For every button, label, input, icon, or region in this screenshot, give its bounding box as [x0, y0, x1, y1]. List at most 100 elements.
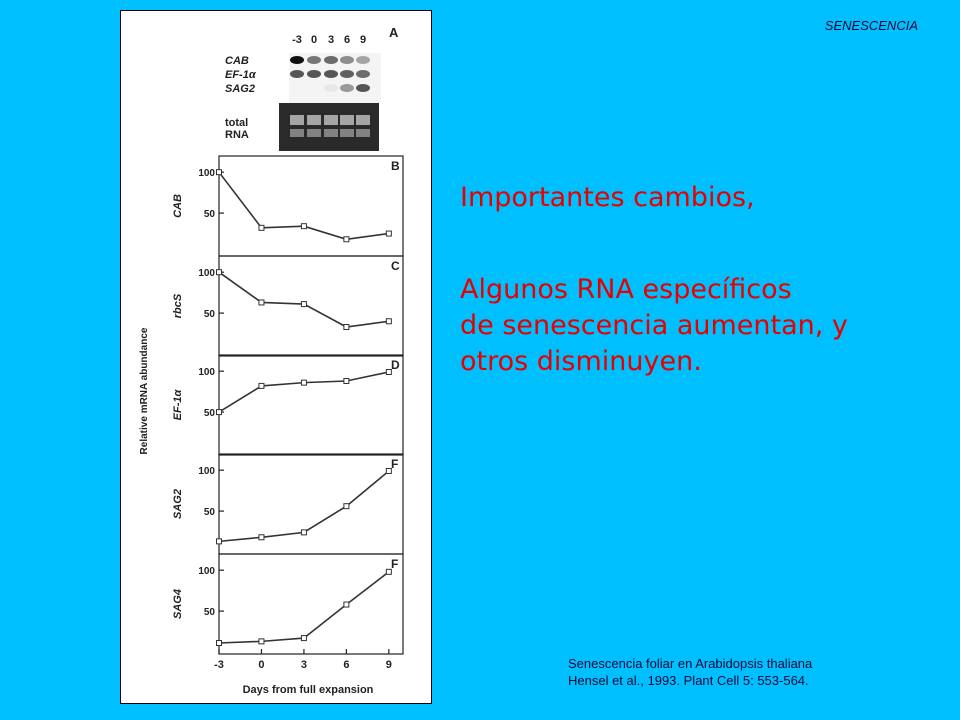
- rrna-band: [340, 129, 354, 137]
- chart-panel: 50 100 SAG2 F: [172, 453, 404, 555]
- blot-band: [356, 70, 370, 78]
- data-point: [300, 529, 307, 536]
- northern-blot: A -3 0 3 6 9 CAB EF-1α SAG2 total RNA: [225, 25, 399, 151]
- blot-band: [340, 56, 354, 64]
- rrna-band: [340, 115, 354, 125]
- data-point: [300, 379, 307, 386]
- blot-row-label: SAG2: [225, 83, 255, 95]
- panel-letter: C: [391, 259, 400, 273]
- chart-panel: 50 100 EF-1α D: [172, 354, 404, 456]
- data-point: [343, 236, 350, 243]
- blot-band: [307, 56, 321, 64]
- y-tick-label: 100: [198, 268, 215, 279]
- total-rna-label-1: total: [225, 117, 248, 129]
- series-line: [218, 271, 389, 328]
- blot-panel-letter: A: [389, 25, 399, 40]
- slide-title: Importantes cambios,: [460, 182, 755, 213]
- series-line: [218, 371, 390, 413]
- x-tick-label: 9: [386, 659, 392, 671]
- panel-y-label: rbcS: [172, 293, 184, 318]
- data-point: [258, 224, 265, 231]
- rrna-band: [356, 115, 370, 125]
- x-tick-label: -3: [214, 659, 224, 671]
- y-tick-label: 100: [198, 466, 215, 477]
- rrna-band: [290, 129, 304, 137]
- blot-band: [290, 70, 304, 78]
- rrna-band: [307, 115, 321, 125]
- data-point: [216, 640, 222, 646]
- y-tick-label: 100: [198, 168, 215, 179]
- citation-line-2: Hensel et al., 1993. Plant Cell 5: 553-5…: [568, 673, 809, 688]
- header-label: SENESCENCIA: [824, 18, 918, 33]
- data-point: [216, 269, 222, 276]
- data-point: [343, 324, 350, 330]
- y-tick-label: 100: [198, 367, 215, 378]
- total-rna-gel: [279, 103, 379, 151]
- series-line: [218, 171, 389, 241]
- blot-band: [340, 70, 354, 78]
- chart-frame: [218, 255, 404, 357]
- data-point: [343, 503, 350, 510]
- data-point: [216, 538, 222, 545]
- citation: Senescencia foliar en Arabidopsis thalia…: [568, 655, 812, 689]
- body-line-2: de senescencia aumentan, y: [460, 310, 848, 341]
- chart-frame: [218, 553, 404, 655]
- blot-band: [290, 56, 304, 64]
- data-point: [258, 534, 265, 541]
- blot-band: [356, 84, 370, 92]
- data-point: [385, 230, 392, 237]
- blot-band: [340, 84, 354, 92]
- panel-letter: B: [391, 159, 400, 173]
- blot-row-label: CAB: [225, 55, 249, 67]
- data-point: [300, 635, 307, 642]
- data-point: [258, 299, 265, 306]
- lane-label: 0: [311, 34, 317, 46]
- data-point: [385, 369, 392, 375]
- blot-band: [307, 70, 321, 78]
- data-point: [343, 378, 350, 384]
- citation-line-1: Senescencia foliar en Arabidopsis thalia…: [568, 656, 813, 671]
- rrna-band: [356, 129, 370, 137]
- x-tick-label: 3: [301, 659, 307, 671]
- blot-band: [356, 56, 370, 64]
- body-line-3: otros disminuyen.: [460, 346, 702, 377]
- x-tick-label: 6: [343, 659, 349, 671]
- data-point: [300, 301, 307, 308]
- y-tick-label: 50: [204, 209, 216, 220]
- lane-label: -3: [292, 34, 302, 46]
- y-tick-label: 50: [204, 408, 216, 419]
- data-point: [216, 169, 222, 176]
- chart-frame: [218, 155, 404, 257]
- rrna-band: [290, 115, 304, 125]
- blot-row-label: EF-1α: [225, 69, 257, 81]
- data-point: [385, 318, 392, 325]
- lane-label: 3: [328, 34, 334, 46]
- blot-band: [324, 56, 338, 64]
- blot-band: [324, 70, 338, 78]
- panel-y-label: CAB: [172, 194, 184, 218]
- panel-letter: D: [391, 358, 400, 372]
- panel-letter: F: [391, 557, 398, 571]
- data-point: [343, 601, 350, 608]
- rrna-band: [324, 115, 338, 125]
- panel-y-label: EF-1α: [172, 388, 184, 420]
- blot-band: [324, 84, 338, 92]
- x-tick-label: 0: [258, 659, 264, 671]
- lane-label: 6: [344, 34, 350, 46]
- data-point: [258, 382, 265, 389]
- data-point: [258, 638, 265, 645]
- panel-y-label: SAG4: [172, 589, 184, 619]
- data-point: [300, 223, 307, 230]
- slide-body: Algunos RNA específicos de senescencia a…: [460, 272, 940, 380]
- x-axis-label: Days from full expansion: [243, 684, 374, 696]
- y-tick-label: 50: [204, 507, 216, 518]
- figure-panel: A -3 0 3 6 9 CAB EF-1α SAG2 total RNA 50 100 CAB…: [120, 10, 432, 704]
- series-line: [218, 571, 390, 644]
- data-point: [385, 468, 392, 474]
- data-point: [385, 568, 392, 575]
- chart-panel: 50 100 SAG4 F: [172, 553, 404, 655]
- data-point: [216, 409, 222, 416]
- rrna-band: [307, 129, 321, 137]
- chart-frame: [218, 354, 404, 456]
